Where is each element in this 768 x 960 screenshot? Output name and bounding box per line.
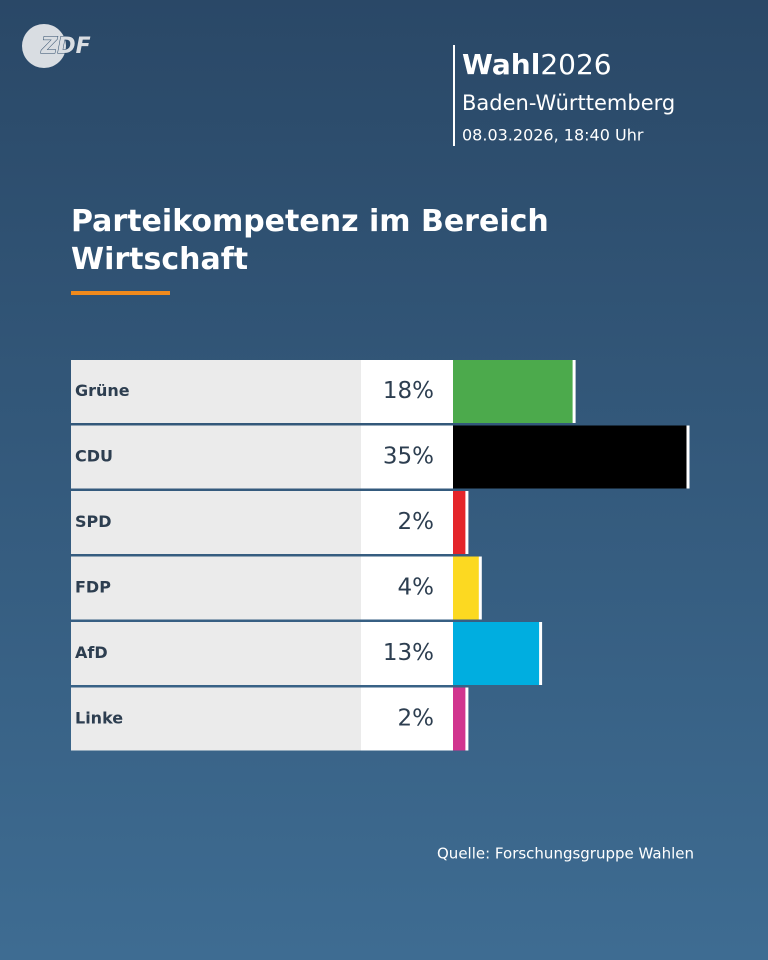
value-label: 2% [398, 706, 435, 732]
bar-end [572, 360, 576, 423]
region: Baden-Württemberg [462, 91, 675, 115]
title-underline [71, 291, 170, 295]
brand: Wahl [462, 48, 540, 81]
label-cell [71, 556, 361, 620]
year: 2026 [540, 48, 611, 81]
value-label: 4% [398, 575, 435, 601]
bar [453, 687, 467, 751]
logo: ZDF [40, 34, 90, 59]
value-label: 35% [383, 444, 434, 470]
value-cell [361, 687, 453, 751]
timestamp: 08.03.2026, 18:40 Uhr [462, 126, 644, 145]
value-cell [361, 491, 453, 554]
label-cell [71, 360, 361, 423]
title-line: Parteikompetenz im Bereich [71, 204, 549, 239]
value-cell [361, 622, 453, 685]
label-cell [71, 491, 361, 554]
value-cell [361, 360, 453, 423]
category-label: Grüne [75, 381, 130, 400]
category-label: Linke [75, 709, 123, 728]
value-cell [361, 556, 453, 620]
category-label: CDU [75, 447, 113, 466]
bar-end [478, 556, 482, 620]
category-label: AfD [75, 643, 108, 662]
bar-end [465, 687, 469, 751]
bar-end [539, 622, 543, 685]
bar-end [686, 425, 690, 489]
value-label: 2% [398, 509, 435, 535]
label-cell [71, 425, 361, 489]
logo-circle [22, 24, 66, 68]
label-cell [71, 622, 361, 685]
category-label: SPD [75, 512, 112, 531]
bar [453, 360, 574, 423]
value-label: 18% [383, 378, 434, 404]
title-line: Wirtschaft [71, 242, 248, 277]
bar-end [465, 491, 469, 554]
bar [453, 556, 480, 620]
value-cell [361, 425, 453, 489]
category-label: FDP [75, 578, 111, 597]
value-label: 13% [383, 640, 434, 666]
bar [453, 622, 541, 685]
chart-title: Parteikompetenz im Bereich Wirtschaft [71, 204, 549, 277]
header-title: Wahl2026 [462, 48, 612, 81]
source: Quelle: Forschungsgruppe Wahlen [437, 845, 694, 863]
bar [453, 491, 467, 554]
label-cell [71, 687, 361, 751]
bar [453, 425, 688, 489]
